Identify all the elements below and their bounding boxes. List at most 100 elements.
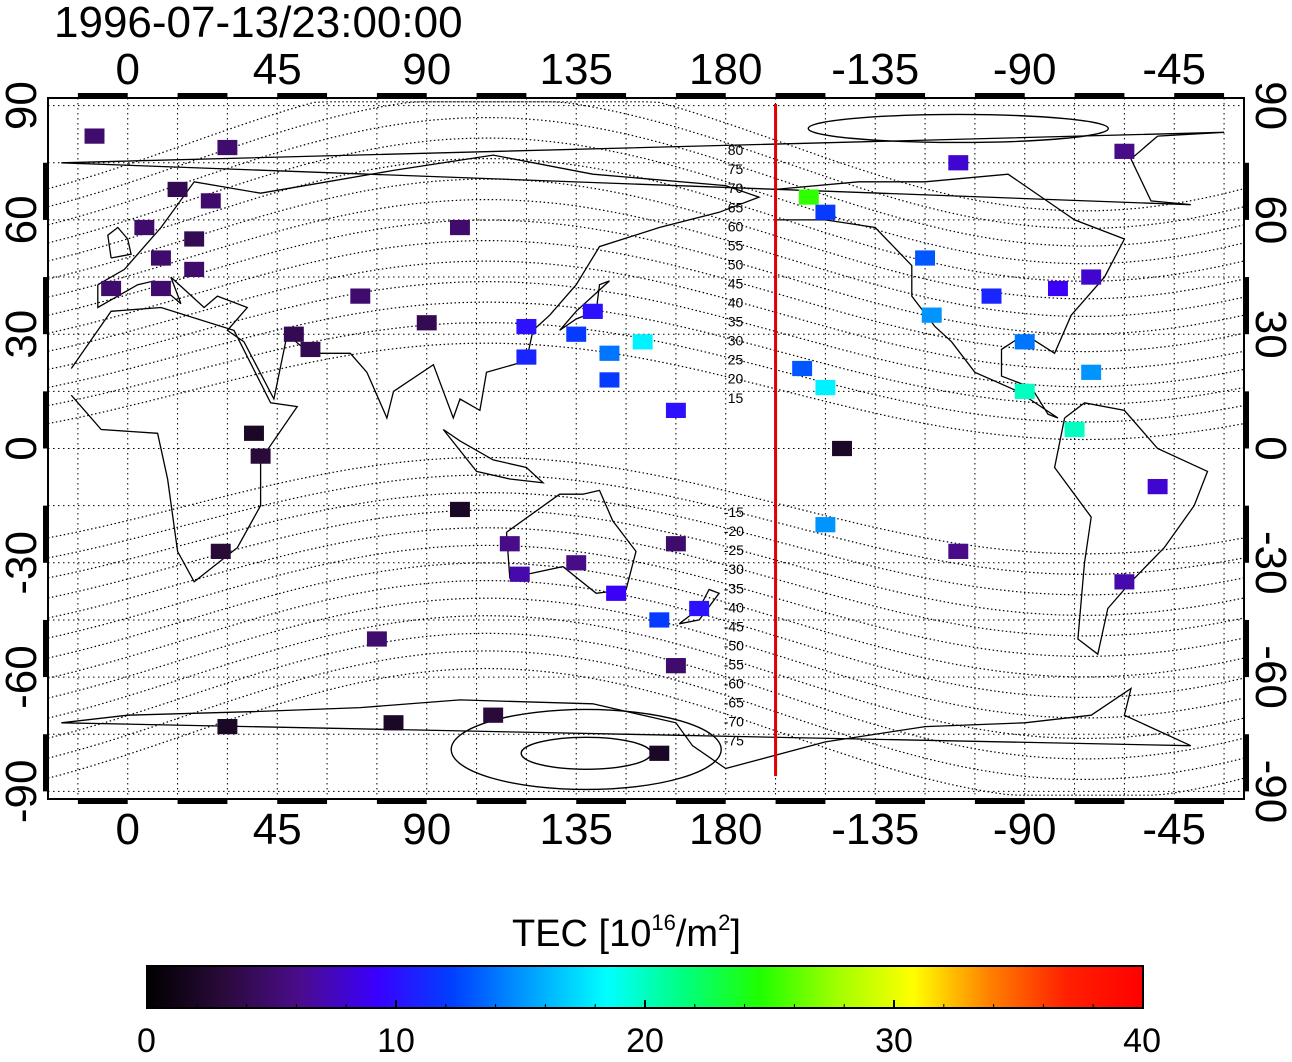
mlat-label: -60 (724, 676, 744, 692)
frame-tick-bar (1244, 162, 1249, 220)
mlat-contour (47, 650, 1245, 781)
north-magnetic-pole-contour (807, 113, 1109, 144)
frame-tick-bar (1244, 619, 1249, 678)
mlat-contour (47, 239, 1245, 353)
lon-tick-label-bottom: 0 (115, 805, 139, 854)
frame-tick-bar (1074, 799, 1125, 804)
mlat-label: 60 (728, 218, 744, 234)
mlat-label: -30 (724, 561, 744, 577)
mlat-label: 50 (728, 256, 744, 272)
tec-cell (84, 128, 105, 144)
coastline-japan (559, 280, 610, 331)
frame-tick-bar (1244, 505, 1249, 563)
frame-tick-bar (277, 93, 328, 98)
frame-tick-bar (277, 799, 328, 804)
tec-cell (665, 658, 686, 674)
tec-cell (200, 193, 221, 209)
tec-cell (300, 341, 321, 358)
tec-cell (582, 303, 603, 319)
lat-tick-label-right: -60 (1246, 645, 1292, 709)
mlat-label: 80 (728, 142, 744, 158)
colorbar-tick-label: 10 (377, 1022, 415, 1057)
map-graticule (48, 98, 1244, 799)
frame-tick-bar (974, 93, 1025, 98)
tec-cell (665, 402, 686, 419)
frame-tick-bar (77, 799, 128, 804)
mlat-label: -75 (724, 733, 744, 749)
tec-cell (449, 219, 470, 236)
tec-cell (1081, 364, 1102, 380)
frame-tick-bar (1074, 93, 1125, 98)
frame-tick-bar (1174, 799, 1225, 804)
tec-cell (1014, 383, 1035, 399)
lon-tick-label-bottom: -90 (993, 805, 1057, 854)
tec-cell (366, 631, 387, 647)
tec-cell (250, 448, 271, 464)
tec-cell (483, 707, 504, 723)
frame-tick-bar (675, 799, 726, 804)
lat-tick-label-left: 60 (0, 195, 46, 244)
tec-cell (1064, 421, 1085, 438)
frame-tick-bar (43, 277, 48, 335)
tec-cell (1014, 334, 1035, 350)
colorbar-tick-label: 30 (875, 1022, 913, 1057)
lon-tick-label-bottom: 135 (540, 805, 613, 854)
colorbar: TEC [1016/m2] 0 10 20 30 40 (137, 910, 1161, 1060)
lat-tick-label-right: 90 (1246, 81, 1292, 130)
lat-tick-label-left: 0 (0, 436, 46, 460)
mlat-label: -40 (724, 599, 744, 615)
longitude-labels-bottom: 0 45 90 135 180 -135 -90 -45 (115, 805, 1206, 854)
lon-tick-label-bottom: -135 (831, 805, 919, 854)
tec-cell (649, 745, 670, 761)
mlat-label: -65 (724, 695, 744, 711)
tec-cell (599, 345, 620, 361)
lon-tick-label-top: -90 (993, 45, 1057, 94)
mlat-contour (47, 342, 1245, 441)
tec-cell (815, 204, 836, 220)
frame-tick-bar (43, 505, 48, 563)
frame-tick-bar (376, 799, 427, 804)
frame-tick-bar (1244, 734, 1249, 792)
tec-cell (921, 307, 942, 323)
tec-cell (1147, 478, 1168, 495)
tec-cell (566, 326, 587, 342)
mlat-label: -20 (724, 523, 744, 539)
map-frame (47, 97, 1245, 800)
mlat-label: -55 (724, 656, 744, 672)
frame-tick-bar (875, 799, 926, 804)
coastline-indonesia (442, 428, 545, 484)
frame-tick-bar (177, 93, 228, 98)
tec-cell (101, 280, 122, 297)
mlat-label: 65 (728, 199, 744, 215)
mlat-contour (47, 491, 1245, 596)
tec-cell (1114, 143, 1135, 159)
tec-cell (948, 543, 969, 559)
tec-data-cells (84, 128, 1168, 761)
world-map-panel: 80 75 70 65 60 55 50 45 40 35 30 25 20 15 -15 -20 -25 -30… (43, 93, 1249, 804)
mlat-label: 70 (728, 180, 744, 196)
mlat-label: -15 (724, 504, 744, 520)
coastline-greenland (61, 131, 1225, 206)
mlat-label: -45 (724, 618, 744, 634)
mlat-label: 30 (728, 333, 744, 349)
frame-tick-bar (177, 799, 228, 804)
tec-cell (167, 181, 188, 198)
mlat-label: -70 (724, 714, 744, 730)
tec-cell (798, 189, 819, 205)
lon-tick-label-top: 0 (115, 45, 139, 94)
mlat-contour (47, 137, 1245, 265)
frame-tick-bar (875, 93, 926, 98)
frame-tick-bar (476, 93, 527, 98)
lat-tick-label-right: 30 (1246, 310, 1292, 359)
mlat-contour (47, 667, 1245, 796)
tec-cell (184, 261, 205, 278)
tec-cell (815, 379, 836, 396)
mlat-contour (47, 632, 1245, 760)
lon-tick-label-top: 90 (402, 45, 451, 94)
colorbar-tick-label: 20 (626, 1022, 664, 1057)
tec-cell (150, 250, 171, 266)
lon-tick-label-top: 135 (540, 45, 613, 94)
mlat-contour (47, 509, 1245, 617)
tec-cell (350, 288, 371, 304)
